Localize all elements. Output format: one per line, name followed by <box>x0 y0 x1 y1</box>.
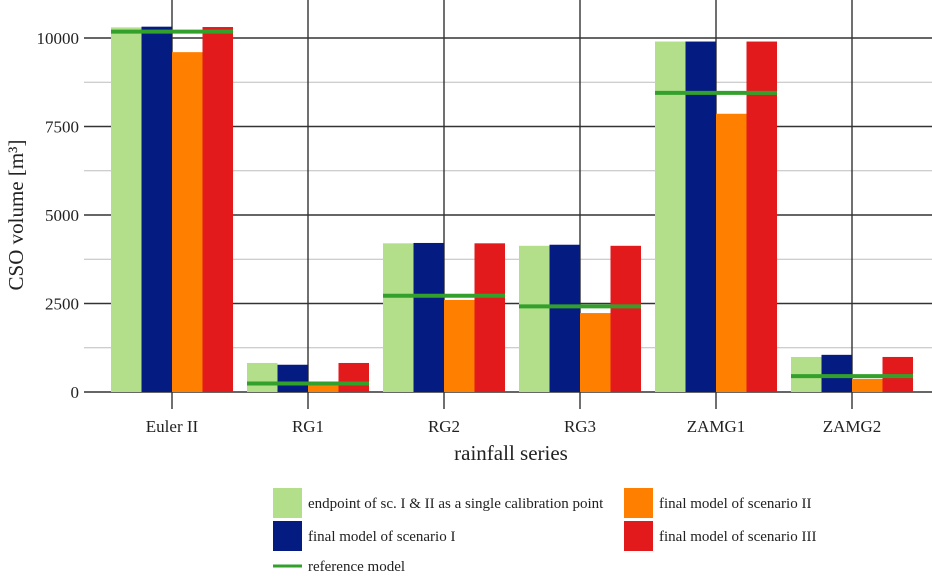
bar <box>247 362 278 392</box>
legend-swatch <box>624 488 653 518</box>
bar <box>746 41 777 392</box>
x-tick-label: RG1 <box>292 417 324 436</box>
reference-lines <box>111 29 913 386</box>
bar <box>202 27 233 392</box>
bar <box>383 243 414 392</box>
legend-label: endpoint of sc. I & II as a single calib… <box>308 496 604 512</box>
bar <box>580 313 611 392</box>
x-tick-label: Euler II <box>146 417 199 436</box>
bar <box>549 244 580 392</box>
y-tick-label: 0 <box>71 383 80 402</box>
bar <box>338 362 369 392</box>
bar <box>685 41 716 392</box>
legend-label: final model of scenario I <box>308 529 455 545</box>
legend: endpoint of sc. I & II as a single calib… <box>273 488 816 575</box>
y-tick-label: 7500 <box>45 118 79 137</box>
legend-label: final model of scenario II <box>659 496 811 512</box>
bar <box>444 299 475 392</box>
bar <box>413 242 444 392</box>
y-axis-title: CSO volume [m³] <box>4 140 28 291</box>
legend-swatch <box>273 521 302 551</box>
legend-item: reference model <box>273 559 405 575</box>
legend-item: final model of scenario III <box>624 521 816 551</box>
bar <box>821 354 852 392</box>
x-tick-label: ZAMG1 <box>687 417 746 436</box>
legend-item: endpoint of sc. I & II as a single calib… <box>273 488 604 518</box>
bar <box>111 27 142 392</box>
legend-item: final model of scenario I <box>273 521 455 551</box>
x-tick-label: ZAMG2 <box>823 417 882 436</box>
y-tick-label: 5000 <box>45 206 79 225</box>
x-tick-label: RG2 <box>428 417 460 436</box>
bar <box>852 378 883 392</box>
legend-swatch <box>624 521 653 551</box>
legend-label: reference model <box>308 559 405 574</box>
x-axis-title: rainfall series <box>454 441 568 465</box>
bar <box>655 41 686 392</box>
x-axis-ticks: Euler II RG1 RG2 RG3 ZAMG1 ZAMG2 <box>146 417 881 436</box>
x-tick-label: RG3 <box>564 417 596 436</box>
legend-swatch <box>273 488 302 518</box>
bar <box>172 52 203 392</box>
bar <box>141 26 172 393</box>
legend-item: final model of scenario II <box>624 488 811 518</box>
y-tick-label: 10000 <box>37 29 80 48</box>
bar <box>308 381 339 392</box>
y-tick-label: 2500 <box>45 295 79 314</box>
bar <box>610 245 641 392</box>
legend-label: final model of scenario III <box>659 529 816 545</box>
bar <box>474 243 505 392</box>
bar <box>519 245 550 392</box>
bar <box>277 364 308 392</box>
bars <box>111 26 913 393</box>
y-axis-ticks: 0 2500 5000 7500 10000 <box>37 29 80 402</box>
bar <box>716 113 747 393</box>
